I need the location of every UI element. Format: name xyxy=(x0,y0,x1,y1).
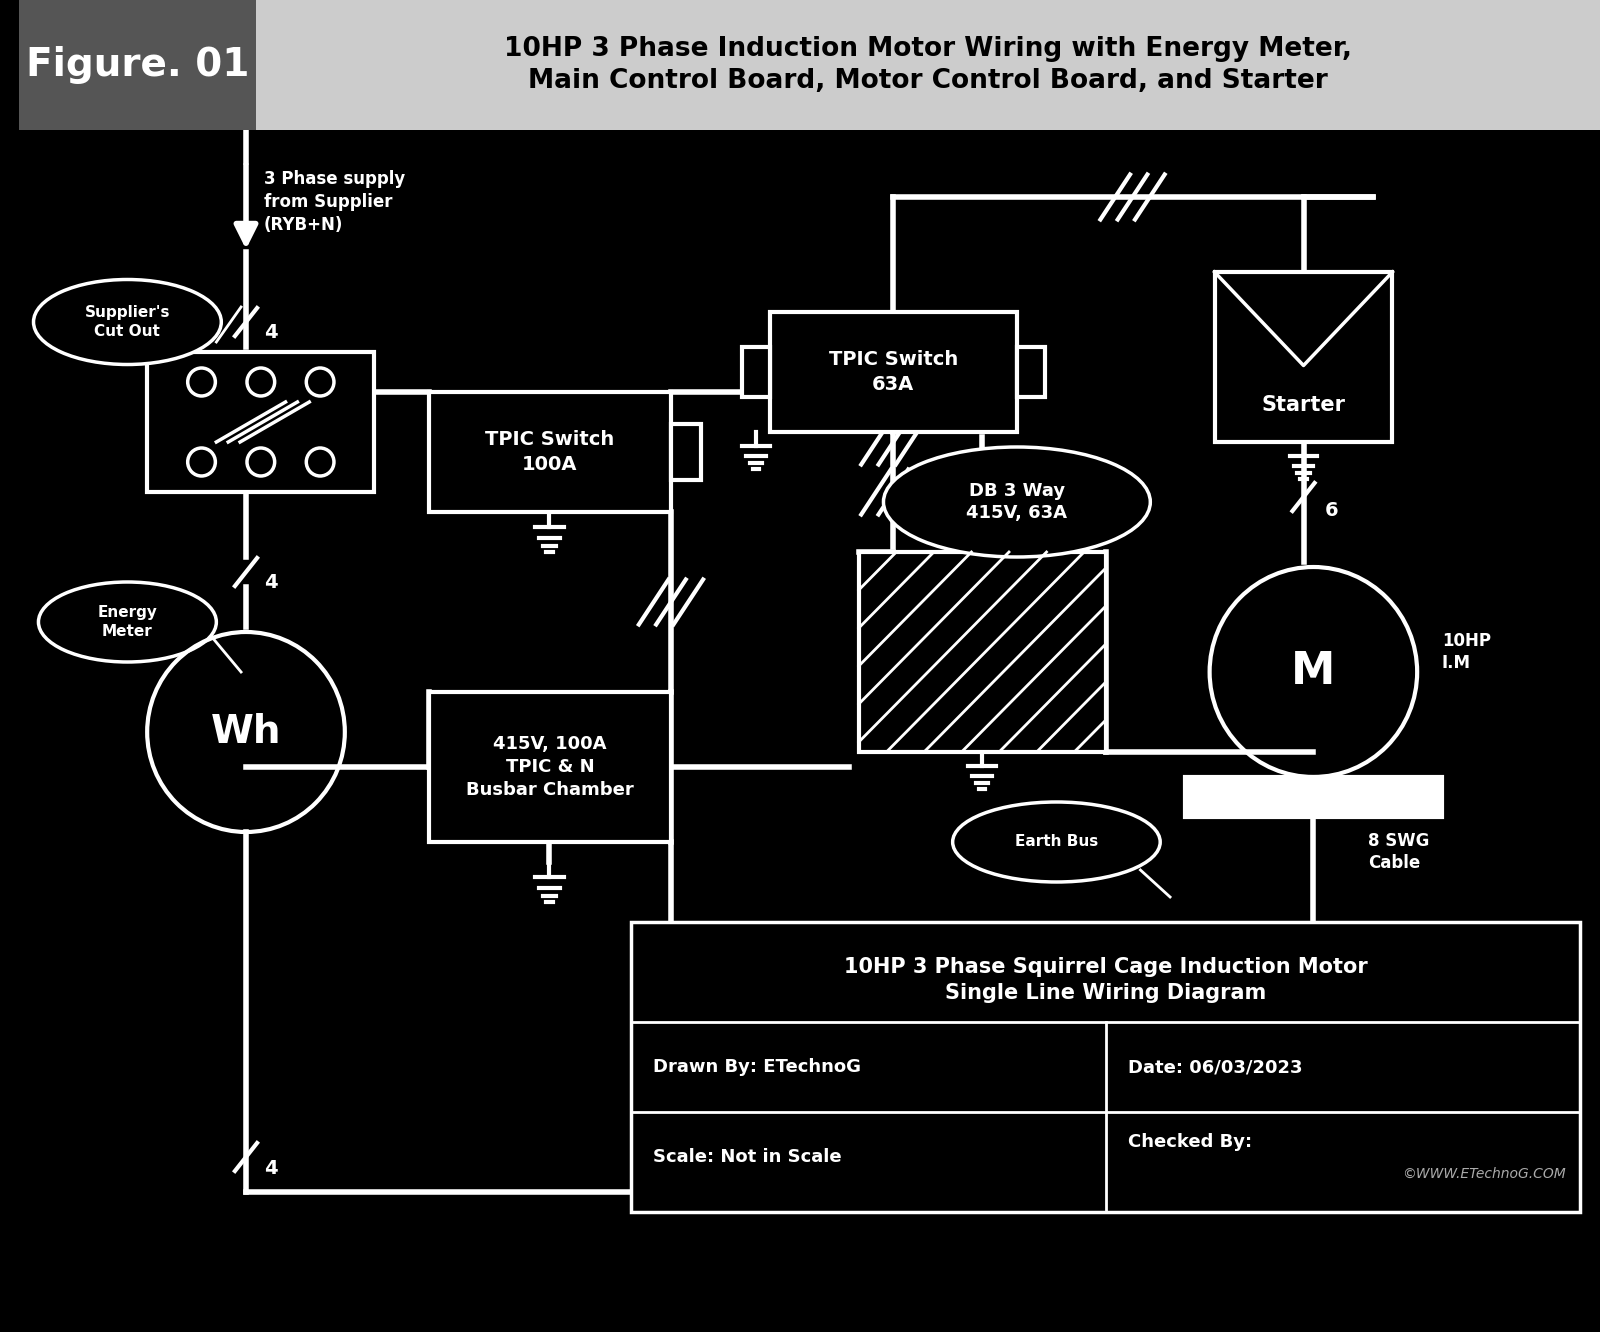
Text: 6: 6 xyxy=(1325,501,1339,519)
Text: 3 Phase supply
from Supplier
(RYB+N): 3 Phase supply from Supplier (RYB+N) xyxy=(264,170,405,234)
Text: M: M xyxy=(1291,650,1336,694)
Text: Drawn By: ETechnoG: Drawn By: ETechnoG xyxy=(653,1058,861,1076)
FancyBboxPatch shape xyxy=(670,424,701,480)
Text: Scale: Not in Scale: Scale: Not in Scale xyxy=(653,1148,842,1166)
Text: DB 3 Way
415V, 63A: DB 3 Way 415V, 63A xyxy=(966,482,1067,522)
Text: 415V, 100A
TPIC & N
Busbar Chamber: 415V, 100A TPIC & N Busbar Chamber xyxy=(466,735,634,799)
FancyBboxPatch shape xyxy=(1186,777,1442,817)
FancyBboxPatch shape xyxy=(742,348,770,397)
Text: Earth Bus: Earth Bus xyxy=(1014,835,1098,850)
Text: 10HP
I.M: 10HP I.M xyxy=(1442,631,1491,673)
FancyBboxPatch shape xyxy=(429,392,670,511)
Text: Date: 06/03/2023: Date: 06/03/2023 xyxy=(1128,1058,1302,1076)
Text: ©WWW.ETechnoG.COM: ©WWW.ETechnoG.COM xyxy=(1402,1167,1565,1181)
Text: 4: 4 xyxy=(264,1159,277,1179)
Ellipse shape xyxy=(38,582,216,662)
FancyBboxPatch shape xyxy=(1214,272,1392,442)
Text: Checked By:: Checked By: xyxy=(1128,1134,1251,1151)
Text: Energy
Meter: Energy Meter xyxy=(98,606,157,638)
FancyBboxPatch shape xyxy=(770,312,1018,432)
FancyBboxPatch shape xyxy=(859,551,1106,753)
Text: 10HP 3 Phase Squirrel Cage Induction Motor
Single Line Wiring Diagram: 10HP 3 Phase Squirrel Cage Induction Mot… xyxy=(843,956,1368,1003)
Text: 4: 4 xyxy=(264,322,277,341)
Text: 4: 4 xyxy=(264,573,277,591)
Text: 10HP 3 Phase Induction Motor Wiring with Energy Meter,
Main Control Board, Motor: 10HP 3 Phase Induction Motor Wiring with… xyxy=(504,36,1352,95)
FancyBboxPatch shape xyxy=(1018,348,1045,397)
Text: Supplier's
Cut Out: Supplier's Cut Out xyxy=(85,305,170,338)
Text: Starter: Starter xyxy=(1261,394,1346,414)
FancyBboxPatch shape xyxy=(429,693,670,842)
Ellipse shape xyxy=(34,280,221,365)
FancyBboxPatch shape xyxy=(19,0,256,131)
Text: ©WWW.ETechnoG.COM: ©WWW.ETechnoG.COM xyxy=(861,673,1074,691)
Text: Wh: Wh xyxy=(211,713,282,751)
Text: TPIC Switch
63A: TPIC Switch 63A xyxy=(829,350,958,394)
Text: 8 SWG
Cable: 8 SWG Cable xyxy=(1368,831,1429,872)
Ellipse shape xyxy=(883,448,1150,557)
FancyBboxPatch shape xyxy=(147,352,374,492)
Text: Figure. 01: Figure. 01 xyxy=(26,47,250,84)
FancyBboxPatch shape xyxy=(632,922,1581,1212)
Text: TPIC Switch
100A: TPIC Switch 100A xyxy=(485,430,614,474)
FancyBboxPatch shape xyxy=(256,0,1600,131)
Ellipse shape xyxy=(952,802,1160,882)
